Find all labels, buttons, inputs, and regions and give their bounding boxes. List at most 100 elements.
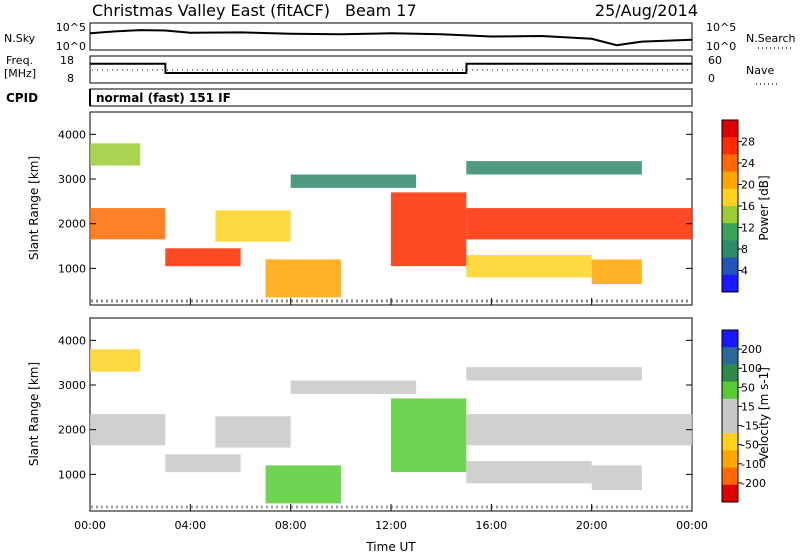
colorbar-tick-label: -200 (741, 477, 766, 490)
cpid-label: CPID (6, 91, 38, 105)
colorbar-tick-label: 20 (741, 179, 755, 192)
y-tick-label: 2000 (58, 424, 86, 437)
freq-panel-frame (89, 55, 693, 84)
scatter-region (466, 367, 642, 381)
scatter-region (391, 398, 467, 473)
colorbar-swatch (722, 274, 738, 293)
noise-right-tick-bottom: 10^0 (706, 40, 736, 53)
y-tick-label: 3000 (58, 173, 86, 186)
colorbar-swatch (722, 120, 738, 138)
y-tick-label: 4000 (58, 128, 86, 141)
scatter-region (165, 454, 241, 473)
scatter-region (466, 414, 693, 446)
colorbar-swatch (722, 223, 738, 241)
colorbar-swatch (722, 154, 738, 173)
noise-left-tick-top: 10^5 (56, 21, 86, 34)
velocity-y-axis: 1000 2000 3000 4000 (58, 334, 692, 481)
noise-line (89, 29, 693, 47)
colorbar-swatch (722, 416, 738, 434)
colorbar-swatch (722, 484, 738, 503)
noise-panel-frame (89, 22, 693, 51)
noise-right-tick-top: 10^5 (706, 21, 736, 34)
colorbar-swatch (722, 381, 738, 400)
colorbar-frame (721, 329, 739, 503)
power-colorbar-label: Power [dB] (757, 175, 771, 240)
x-tick-label: 08:00 (275, 519, 307, 532)
colorbar-tick-label: 24 (741, 157, 755, 170)
scatter-region (265, 465, 341, 504)
scatter-region (466, 161, 642, 175)
noise-right-label: N.Search (746, 32, 796, 45)
x-tick-label: 04:00 (174, 519, 206, 532)
y-tick-label: 1000 (58, 262, 86, 275)
velocity-ylabel: Slant Range [km] (27, 362, 41, 466)
colorbar-tick-label: 16 (741, 200, 755, 213)
cpid-value: normal (fast) 151 IF (96, 91, 231, 105)
power-x-axis (89, 298, 693, 305)
colorbar-swatch (722, 347, 738, 365)
y-tick-label: 2000 (58, 218, 86, 231)
freq-right-tick-top: 60 (708, 54, 722, 67)
power-colorbar: 28 24 20 16 12 8 4 (721, 119, 755, 293)
scatter-region (391, 192, 467, 267)
colorbar-swatch (722, 137, 738, 155)
colorbar-tick-label: 100 (741, 362, 762, 375)
freq-left-label-2: [MHz] (4, 67, 36, 80)
scatter-region (90, 143, 141, 166)
y-tick-label: 4000 (58, 334, 86, 347)
power-y-axis: 1000 2000 3000 4000 (58, 128, 692, 275)
scatter-region (165, 248, 241, 267)
colorbar-swatch (722, 257, 738, 276)
station-title: Christmas Valley East (fitACF) (92, 1, 330, 20)
colorbar-tick-label: 12 (741, 222, 755, 235)
freq-left-tick-bottom: 8 (67, 72, 74, 85)
scatter-region (90, 208, 166, 240)
colorbar-swatch (722, 398, 738, 417)
colorbar-tick-label: 4 (741, 265, 748, 278)
x-tick-label: 00:00 (74, 519, 106, 532)
scatter-region (466, 255, 592, 278)
velocity-colorbar-label: Velocity [m s-1] (757, 367, 771, 461)
y-tick-label: 3000 (58, 379, 86, 392)
colorbar-tick-label: 50 (741, 381, 755, 394)
power-ylabel: Slant Range [km] (27, 156, 41, 260)
colorbar-swatch (722, 240, 738, 259)
time-axis-label: Time UT (365, 540, 416, 554)
colorbar-swatch (722, 364, 738, 383)
colorbar-swatch (722, 433, 738, 451)
x-tick-label: 20:00 (576, 519, 608, 532)
power-data (90, 143, 693, 298)
scatter-region (90, 414, 166, 446)
x-tick-label: 12:00 (375, 519, 407, 532)
scatter-region (265, 259, 341, 298)
scatter-region (290, 380, 417, 394)
scatter-region (215, 416, 291, 448)
scatter-region (591, 465, 642, 490)
scatter-region (466, 461, 592, 484)
freq-left-label-1: Freq. (6, 54, 33, 67)
colorbar-swatch (722, 171, 738, 190)
nave-label: Nave (746, 64, 774, 77)
colorbar-tick-label: 15 (741, 400, 755, 413)
scatter-region (466, 208, 693, 240)
colorbar-tick-label: 200 (741, 343, 762, 356)
freq-right-tick-bottom: 0 (708, 72, 715, 85)
noise-left-tick-bottom: 10^0 (56, 40, 86, 53)
x-tick-label: 16:00 (475, 519, 507, 532)
x-tick-label: 00:00 (676, 519, 708, 532)
y-tick-label: 1000 (58, 468, 86, 481)
colorbar-tick-label: 8 (741, 243, 748, 256)
scatter-region (215, 210, 291, 242)
colorbar-swatch (722, 330, 738, 348)
scatter-region (90, 349, 141, 372)
colorbar-tick-label: 28 (741, 136, 755, 149)
colorbar-tick-label: -50 (741, 439, 759, 452)
velocity-colorbar: 200 100 50 15 -15 -50 -100 -200 (721, 329, 766, 503)
velocity-data (90, 349, 693, 504)
velocity-x-axis: 00:00 04:00 08:00 12:00 16:00 20:00 00:00 (74, 504, 708, 532)
colorbar-swatch (722, 467, 738, 486)
scatter-region (591, 259, 642, 284)
colorbar-tick-label: -100 (741, 458, 766, 471)
scatter-region (290, 174, 417, 188)
